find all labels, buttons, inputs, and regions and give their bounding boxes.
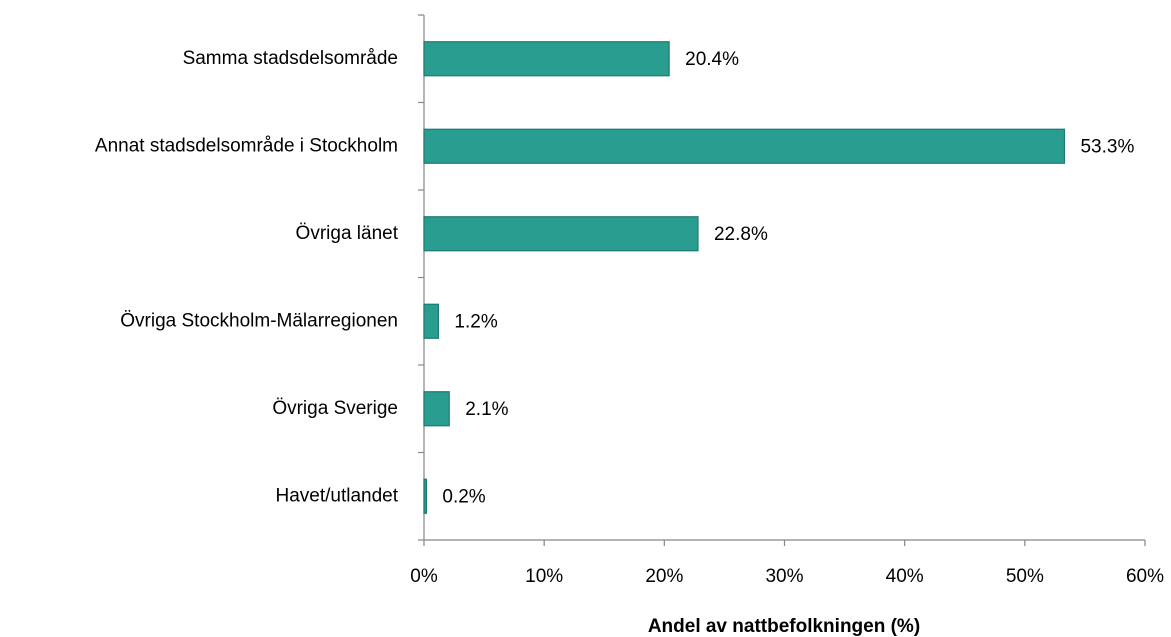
- x-axis-label: Andel av nattbefolkningen (%): [648, 616, 920, 637]
- value-label: 53.3%: [1080, 136, 1134, 157]
- y-tick-label: Övriga Stockholm-Mälarregionen: [120, 310, 398, 331]
- value-label: 20.4%: [685, 49, 739, 70]
- x-tick-label: 10%: [525, 566, 563, 587]
- y-tick-label: Samma stadsdelsområde: [183, 48, 398, 69]
- bar: [423, 41, 670, 77]
- x-tick-label: 50%: [1006, 566, 1044, 587]
- y-tick-label: Övriga Sverige: [272, 398, 398, 419]
- value-label: 22.8%: [714, 224, 768, 245]
- x-tick-label: 0%: [410, 566, 438, 587]
- y-tick-label: Annat stadsdelsområde i Stockholm: [95, 135, 398, 156]
- x-tick-label: 30%: [765, 566, 803, 587]
- x-tick-label: 60%: [1126, 566, 1164, 587]
- bar: [423, 303, 440, 339]
- x-tick-label: 40%: [886, 566, 924, 587]
- value-label: 2.1%: [465, 399, 508, 420]
- bar: [423, 478, 428, 514]
- y-tick-label: Övriga länet: [296, 223, 399, 244]
- bar: [423, 391, 450, 427]
- bar: [423, 128, 1066, 164]
- y-tick-label: Havet/utlandet: [275, 485, 398, 506]
- value-label: 0.2%: [442, 486, 485, 507]
- value-label: 1.2%: [454, 311, 497, 332]
- bar: [423, 216, 699, 252]
- x-tick-label: 20%: [645, 566, 683, 587]
